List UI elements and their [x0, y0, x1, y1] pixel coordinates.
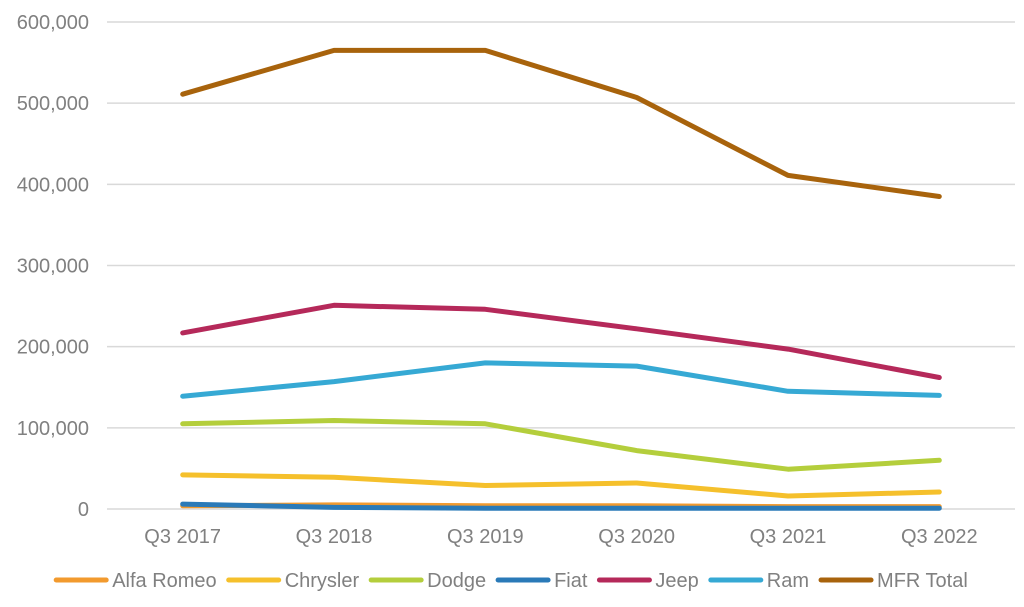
legend-label: Chrysler — [285, 570, 360, 592]
y-tick-label: 500,000 — [17, 93, 89, 115]
legend-item-mfr-total: MFR Total — [818, 570, 968, 592]
x-tick-label: Q3 2018 — [296, 526, 373, 548]
series-lines — [180, 47, 942, 511]
series-line-mfr-total — [180, 47, 942, 199]
legend-item-ram: Ram — [708, 570, 809, 592]
series-line-fiat — [180, 501, 942, 511]
y-tick-label: 400,000 — [17, 174, 89, 196]
legend-item-alfa-romeo: Alfa Romeo — [53, 570, 217, 592]
x-tick-label: Q3 2017 — [144, 526, 221, 548]
legend-label: Ram — [767, 570, 809, 592]
x-tick-label: Q3 2022 — [901, 526, 978, 548]
series-line-jeep — [180, 302, 942, 380]
legend-item-jeep: Jeep — [596, 570, 699, 592]
y-tick-label: 200,000 — [17, 337, 89, 359]
gridlines — [107, 21, 1015, 429]
x-axis-tick-labels: Q3 2017 Q3 2018 Q3 2019 Q3 2020 Q3 2021 Q3 20… — [144, 526, 977, 548]
y-tick-label: 0 — [78, 499, 89, 521]
x-tick-label: Q3 2019 — [447, 526, 524, 548]
legend-label: Alfa Romeo — [112, 570, 217, 592]
y-tick-label: 100,000 — [17, 418, 89, 440]
series-line-dodge — [180, 418, 942, 472]
legend-item-dodge: Dodge — [368, 570, 486, 592]
x-tick-label: Q3 2020 — [598, 526, 675, 548]
x-tick-label: Q3 2021 — [750, 526, 827, 548]
legend-label: Fiat — [554, 570, 588, 592]
legend-label: MFR Total — [877, 570, 968, 592]
series-line-chrysler — [180, 472, 942, 499]
legend-item-chrysler: Chrysler — [226, 570, 360, 592]
legend-item-fiat: Fiat — [495, 570, 588, 592]
y-axis-tick-labels: 0 100,000 200,000 300,000 400,000 500,000 600,… — [17, 12, 89, 521]
legend: Alfa Romeo Chrysler Dodge Fiat Jeep Ram MFR To… — [53, 570, 968, 592]
y-tick-label: 300,000 — [17, 256, 89, 278]
series-line-ram — [180, 360, 942, 399]
legend-label: Jeep — [655, 570, 698, 592]
legend-label: Dodge — [427, 570, 486, 592]
y-tick-label: 600,000 — [17, 12, 89, 34]
